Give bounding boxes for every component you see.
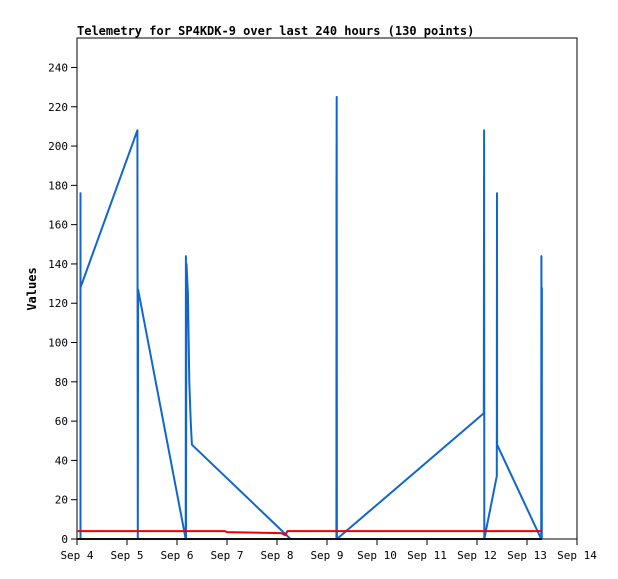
x-tick-label: Sep 4 [60, 549, 93, 562]
y-tick-label: 0 [61, 533, 68, 546]
y-tick-label: 200 [48, 140, 68, 153]
y-tick-label: 40 [55, 454, 68, 467]
x-axis: Sep 4 Sep 5 Sep 6 Sep 7 Sep 8 Sep 9 Sep 10 Sep … [60, 539, 597, 562]
plot-area-frame [76, 37, 578, 540]
y-tick-label: 240 [48, 61, 68, 74]
y-tick-label: 60 [55, 415, 68, 428]
x-tick-label: Sep 8 [260, 549, 293, 562]
y-tick-label: 160 [48, 219, 68, 232]
y-tick-label: 140 [48, 258, 68, 271]
series-line-1 [77, 95, 543, 540]
y-tick-label: 20 [55, 494, 68, 507]
series-layer [77, 95, 543, 540]
y-tick-label: 180 [48, 179, 68, 192]
x-tick-label: Sep 10 [357, 549, 397, 562]
x-tick-label: Sep 6 [160, 549, 193, 562]
y-tick-label: 100 [48, 337, 68, 350]
y-tick-label: 220 [48, 101, 68, 114]
x-tick-label: Sep 14 [557, 549, 597, 562]
y-axis-label: Values [25, 267, 39, 310]
x-tick-label: Sep 12 [457, 549, 497, 562]
y-axis: 0 20 40 60 80 100 120 140 160 180 200 220 240 [48, 61, 77, 546]
x-tick-label: Sep 11 [407, 549, 447, 562]
y-tick-label: 120 [48, 297, 68, 310]
x-tick-label: Sep 5 [110, 549, 143, 562]
chart-title: Telemetry for SP4KDK-9 over last 240 hou… [77, 24, 474, 38]
x-tick-label: Sep 9 [310, 549, 343, 562]
x-tick-label: Sep 13 [507, 549, 547, 562]
y-tick-label: 80 [55, 376, 68, 389]
series-line-2 [77, 530, 542, 537]
x-tick-label: Sep 7 [210, 549, 243, 562]
